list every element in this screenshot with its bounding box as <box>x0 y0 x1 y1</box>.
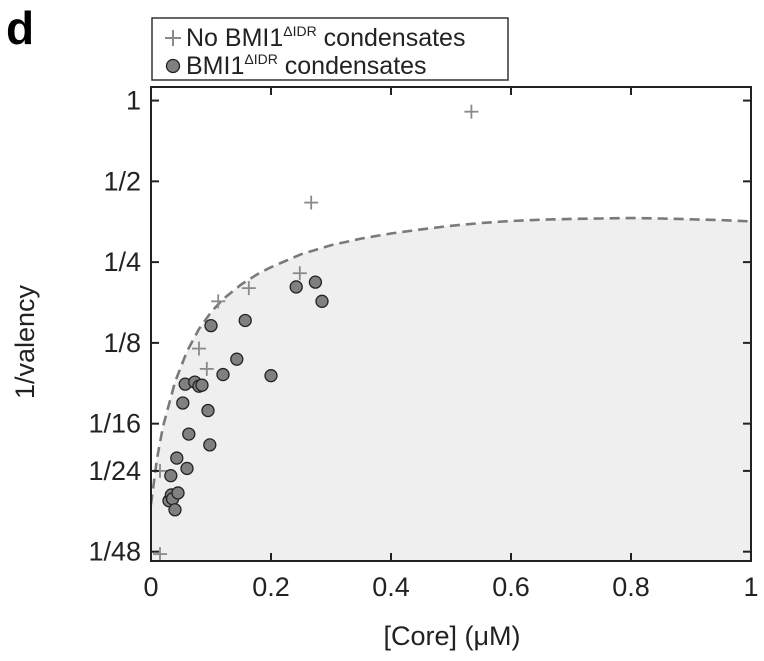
x-tick-label: 0.4 <box>372 572 410 602</box>
legend-item-condensates: BMI1ΔIDR condensates <box>165 51 427 80</box>
no-condensate-point <box>304 195 319 210</box>
legend: No BMI1ΔIDR condensates BMI1ΔIDR condens… <box>151 17 509 81</box>
condensate-point <box>204 319 218 333</box>
panel-label: d <box>6 2 34 54</box>
x-tick-label: 0 <box>143 572 158 602</box>
condensate-point <box>170 451 184 465</box>
condensate-point <box>315 294 329 308</box>
legend-entry-1: No BMI1ΔIDR condensates <box>186 23 465 52</box>
y-tick-label: 1 <box>126 86 141 116</box>
x-tick-label: 0.6 <box>492 572 530 602</box>
x-tick-label: 1 <box>743 572 758 602</box>
y-tick-label: 1/24 <box>88 456 141 486</box>
no-condensate-point <box>211 294 226 309</box>
condensate-point <box>264 369 278 383</box>
legend-item-no-condensates: No BMI1ΔIDR condensates <box>165 23 465 52</box>
axes-frame <box>150 86 752 562</box>
y-tick-label: 1/8 <box>103 328 141 358</box>
y-axis-title: 1/valency <box>10 284 40 399</box>
condensate-point <box>171 486 185 500</box>
no-condensate-point <box>153 547 167 562</box>
no-condensate-point <box>241 281 256 296</box>
condensate-point <box>216 367 230 382</box>
no-condensate-point <box>292 266 307 281</box>
no-condensate-point <box>199 361 214 376</box>
boundary-curve <box>149 216 752 505</box>
legend-circle-marker <box>165 58 181 74</box>
y-tick-label: 1/2 <box>103 166 141 196</box>
no-condensate-point <box>192 341 206 356</box>
condensate-point <box>308 275 323 289</box>
condensate-point <box>203 438 217 452</box>
y-tick-label: 1/48 <box>88 537 141 567</box>
condensate-point <box>201 403 215 418</box>
shaded-region <box>151 218 751 561</box>
y-tick-label: 1/4 <box>103 247 141 277</box>
condensate-point <box>168 503 182 517</box>
plot-area: 0 0.2 0.4 0.6 0.8 1 1 1/2 1/4 1/8 1/16 1/24 1/48 <box>88 86 758 602</box>
condensate-point <box>238 313 252 328</box>
condensate-point <box>195 378 209 392</box>
x-tick-label: 0.8 <box>612 572 650 602</box>
legend-entry-2: BMI1ΔIDR condensates <box>186 51 427 80</box>
condensate-point <box>230 352 244 366</box>
x-tick-label: 0.2 <box>252 572 290 602</box>
condensate-point <box>164 469 178 483</box>
legend-box <box>151 17 509 81</box>
condensate-point <box>182 427 196 441</box>
condensate-point <box>180 461 194 476</box>
condensate-point <box>289 280 303 294</box>
y-tick-label: 1/16 <box>88 409 141 439</box>
condensate-point <box>176 396 190 410</box>
no-condensate-point <box>464 104 479 119</box>
x-axis-title: [Core] (μM) <box>383 621 520 651</box>
